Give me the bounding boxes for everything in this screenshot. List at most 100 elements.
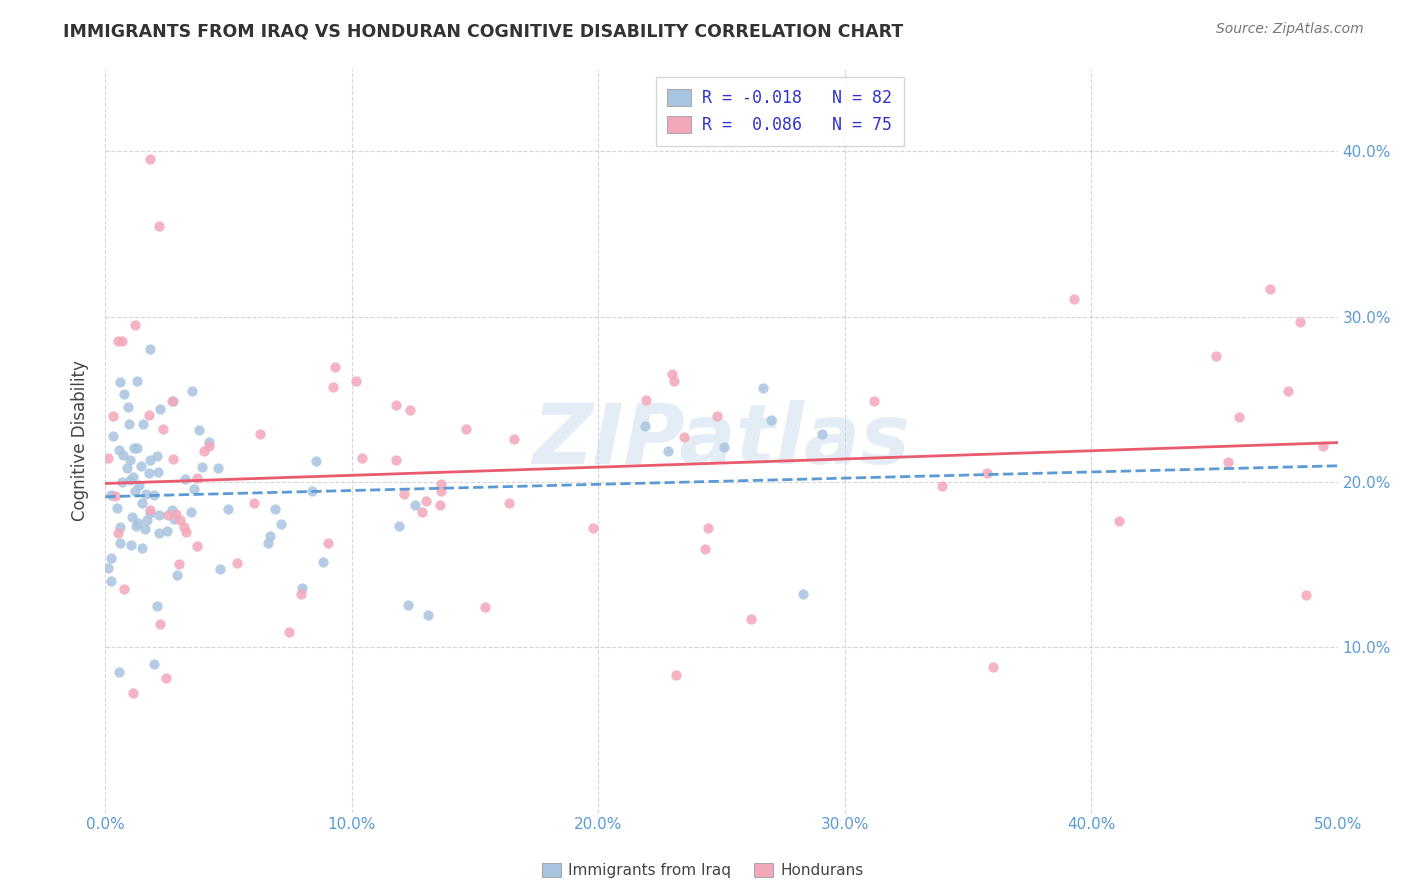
Point (108, 536, 131, 550)
Point (665, 668, 688, 682)
Point (759, 413, 782, 427)
Point (117, 401, 139, 415)
Point (122, 686, 145, 700)
Point (165, 507, 187, 521)
Point (664, 374, 686, 388)
Point (416, 608, 439, 623)
Point (197, 434, 219, 449)
Point (278, 625, 301, 640)
Point (103, 428, 125, 442)
Point (146, 449, 169, 463)
Point (290, 587, 312, 601)
Point (582, 520, 605, 534)
Point (162, 452, 184, 467)
Point (187, 423, 209, 437)
Point (97, 560, 120, 574)
Point (138, 506, 160, 520)
Point (110, 475, 132, 489)
Point (112, 387, 135, 401)
Point (118, 474, 141, 488)
Point (112, 582, 135, 596)
Point (120, 452, 142, 467)
Point (243, 496, 266, 510)
Point (498, 496, 520, 510)
Point (135, 487, 157, 501)
Point (131, 496, 153, 510)
Point (430, 484, 453, 499)
Point (1258, 283, 1281, 297)
Point (1312, 439, 1334, 453)
Point (385, 398, 408, 412)
Point (454, 422, 477, 436)
Point (138, 408, 160, 422)
Point (811, 427, 834, 442)
Point (392, 487, 415, 501)
Point (197, 439, 219, 453)
Point (226, 557, 249, 571)
Point (208, 562, 231, 576)
Point (111, 448, 134, 462)
Point (138, 466, 160, 480)
Point (1277, 384, 1299, 398)
Point (180, 505, 202, 519)
Point (97, 450, 120, 465)
Point (404, 498, 426, 512)
Legend: Immigrants from Iraq, Hondurans: Immigrants from Iraq, Hondurans (536, 857, 870, 884)
Point (166, 567, 188, 582)
Point (350, 450, 373, 465)
Point (672, 430, 695, 444)
Point (108, 665, 131, 679)
Point (193, 444, 215, 458)
Point (108, 520, 131, 534)
Point (323, 360, 346, 375)
Point (127, 442, 149, 456)
Text: ZIPatlas: ZIPatlas (533, 400, 910, 481)
Point (169, 513, 191, 527)
Point (142, 488, 165, 502)
Point (152, 422, 174, 436)
Point (259, 529, 281, 543)
Point (931, 479, 953, 493)
Text: Source: ZipAtlas.com: Source: ZipAtlas.com (1216, 22, 1364, 37)
Point (301, 483, 323, 498)
Point (740, 612, 762, 626)
Point (634, 418, 657, 433)
Point (122, 470, 145, 484)
Point (139, 342, 162, 356)
Point (139, 452, 162, 467)
Point (148, 508, 170, 522)
Point (125, 519, 148, 533)
Point (661, 368, 683, 382)
Point (396, 599, 419, 613)
Point (706, 409, 728, 424)
Point (100, 550, 122, 565)
Point (1205, 350, 1227, 364)
Point (291, 581, 314, 595)
Point (344, 374, 367, 388)
Point (163, 512, 186, 526)
Point (387, 519, 409, 533)
Point (107, 443, 129, 458)
Point (173, 520, 195, 534)
Point (1063, 292, 1085, 306)
Point (1295, 588, 1317, 602)
Point (104, 489, 127, 503)
Point (191, 460, 214, 475)
Point (134, 522, 156, 536)
Point (115, 460, 138, 475)
Point (121, 510, 143, 524)
Point (132, 417, 155, 431)
Point (257, 536, 280, 550)
Point (1227, 410, 1250, 425)
Point (146, 599, 169, 613)
Point (120, 538, 142, 552)
Point (186, 539, 208, 553)
Point (156, 508, 179, 523)
Point (149, 402, 172, 417)
Legend: R = -0.018   N = 82, R =  0.086   N = 75: R = -0.018 N = 82, R = 0.086 N = 75 (655, 77, 904, 145)
Point (124, 318, 146, 332)
Point (399, 403, 422, 417)
Point (693, 542, 716, 557)
Point (176, 524, 198, 539)
Point (148, 219, 170, 233)
